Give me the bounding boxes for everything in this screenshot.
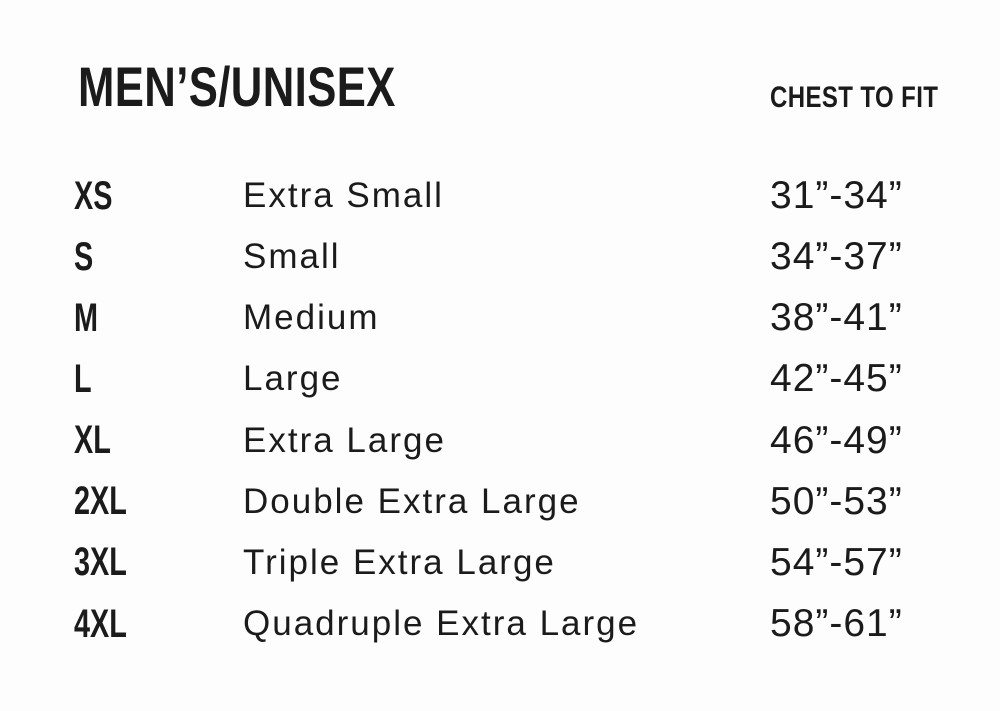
size-row: XL Extra Large 46”-49”: [0, 410, 1000, 471]
size-row: 4XL Quadruple Extra Large 58”-61”: [0, 593, 1000, 654]
size-code: S: [74, 234, 94, 279]
page-title: MEN’S/UNISEX: [78, 55, 396, 118]
chest-range: 31”-34”: [770, 174, 903, 218]
chest-range: 46”-49”: [770, 418, 903, 462]
size-row: M Medium 38”-41”: [0, 287, 1000, 348]
size-row: 3XL Triple Extra Large 54”-57”: [0, 532, 1000, 593]
size-name: Extra Small: [243, 176, 444, 216]
chest-range: 50”-53”: [770, 479, 903, 523]
size-name: Extra Large: [243, 420, 446, 460]
size-code: XL: [74, 418, 111, 463]
size-code: 4XL: [74, 601, 127, 646]
chest-range: 54”-57”: [770, 540, 903, 584]
size-name: Quadruple Extra Large: [243, 604, 640, 644]
size-name: Large: [243, 359, 343, 399]
size-row: S Small 34”-37”: [0, 226, 1000, 287]
size-row: 2XL Double Extra Large 50”-53”: [0, 471, 1000, 532]
size-code: 3XL: [74, 540, 127, 585]
size-row: L Large 42”-45”: [0, 348, 1000, 409]
chest-range: 38”-41”: [770, 296, 903, 340]
size-name: Double Extra Large: [243, 481, 581, 521]
chest-range: 34”-37”: [770, 235, 903, 279]
size-code: L: [74, 356, 92, 401]
size-row: XS Extra Small 31”-34”: [0, 165, 1000, 226]
size-name: Medium: [243, 298, 380, 338]
size-name: Small: [243, 237, 341, 277]
size-table: XS Extra Small 31”-34” S Small 34”-37” M…: [0, 165, 1000, 654]
chest-to-fit-column-header: CHEST TO FIT: [770, 81, 939, 114]
size-code: XS: [74, 173, 113, 218]
size-code: 2XL: [74, 479, 127, 524]
chest-range: 42”-45”: [770, 357, 903, 401]
chest-range: 58”-61”: [770, 602, 903, 646]
size-name: Triple Extra Large: [243, 542, 556, 582]
size-code: M: [74, 295, 98, 340]
